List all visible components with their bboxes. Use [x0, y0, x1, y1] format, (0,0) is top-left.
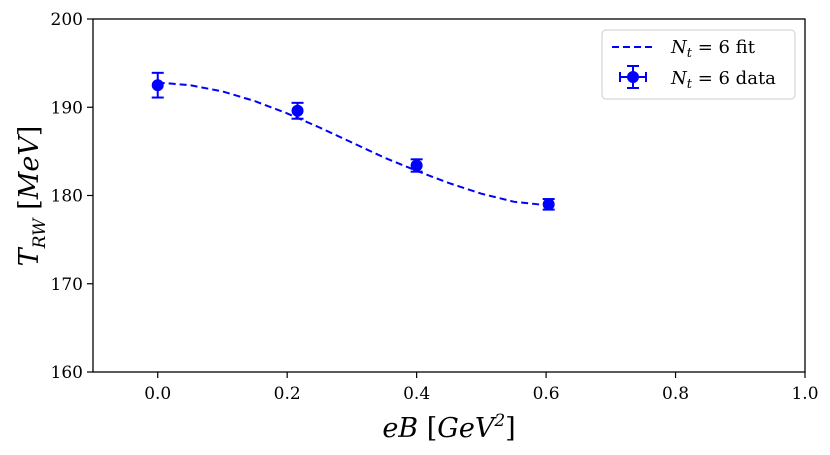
y-ticks: 160 170 180 190 200 — [51, 10, 93, 383]
x-tick-label: 1.0 — [791, 384, 818, 404]
legend-data-swatch — [619, 65, 647, 89]
y-axis-label: TRW [MeV] — [14, 126, 50, 267]
y-tick-label: 190 — [51, 98, 83, 118]
x-tick-label: 0.8 — [662, 384, 689, 404]
data-point — [291, 101, 304, 120]
legend: Nt = 6 fit Nt = 6 data — [601, 29, 796, 100]
legend-data-label: Nt = 6 data — [670, 68, 776, 92]
x-tick-label: 0.0 — [144, 384, 171, 404]
series-fit-line — [157, 81, 547, 207]
data-marker — [410, 159, 423, 172]
y-tick-label: 160 — [51, 363, 83, 383]
plot-frame — [92, 18, 806, 373]
x-tick-label: 0.6 — [533, 384, 560, 404]
y-tick-label: 200 — [51, 10, 83, 30]
y-tick-label: 170 — [51, 275, 83, 295]
x-tick-label: 0.2 — [274, 384, 301, 404]
data-marker — [542, 198, 555, 211]
x-ticks: 0.0 0.2 0.4 0.6 0.8 1.0 — [144, 372, 819, 404]
data-point — [410, 158, 423, 173]
data-marker — [151, 79, 164, 92]
x-axis-label: eB [GeV2] — [382, 411, 515, 444]
x-tick-label: 0.4 — [403, 384, 430, 404]
legend-fit-label: Nt = 6 fit — [670, 37, 756, 61]
data-point — [542, 198, 555, 211]
data-marker — [291, 104, 304, 117]
y-tick-label: 180 — [51, 187, 83, 207]
series-layer — [151, 71, 555, 211]
data-point — [151, 71, 164, 99]
